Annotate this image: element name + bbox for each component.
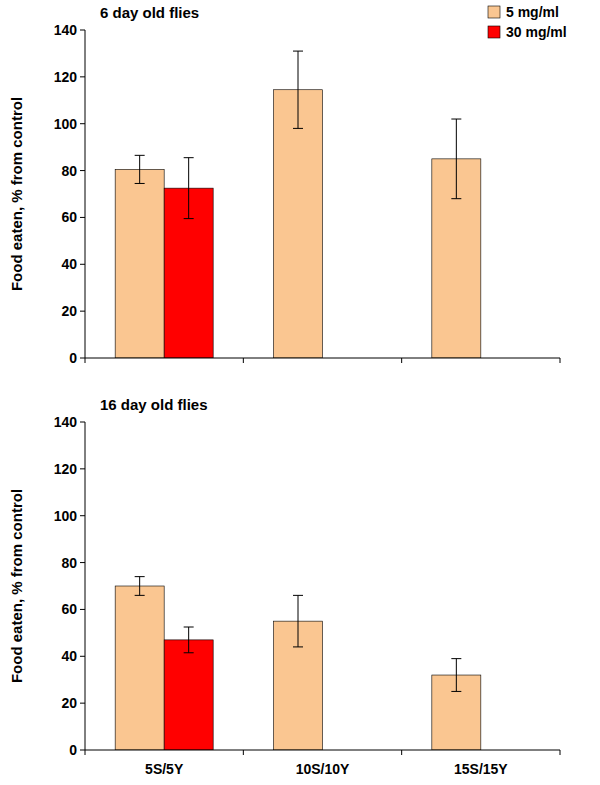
error-bar [135,155,145,183]
error-cap [293,595,303,596]
legend-label: 5 mg/ml [506,4,559,20]
error-stem [298,595,299,647]
error-cap [451,658,461,659]
y-tick [80,750,85,751]
error-bar [184,158,194,219]
bar [274,90,323,358]
error-cap [135,183,145,184]
legend-label: 30 mg/ml [506,24,567,40]
x-tick [85,750,86,755]
bar [115,586,164,750]
error-cap [184,218,194,219]
x-tick-label: 5S/5Y [145,761,184,777]
figure: 0 20 40 60 80 100 120 140 Food eaten, % from con… [0,0,600,785]
x-tick [243,750,244,755]
error-cap [135,576,145,577]
y-tick-label: 40 [61,648,77,664]
y-tick-label: 100 [54,508,78,524]
x-axis [85,750,560,751]
y-tick [80,170,85,171]
y-tick-label: 120 [54,69,78,85]
y-tick [80,30,85,31]
error-cap [184,627,194,628]
legend: 5 mg/ml 30 mg/ml [488,4,567,40]
bar [164,640,213,750]
x-tick [243,358,244,363]
y-tick [80,515,85,516]
error-cap [293,128,303,129]
y-tick [80,422,85,423]
x-tick [85,358,86,363]
chart-panel: 0 20 40 60 80 100 120 140 5S/5Y 10S/10Y 15S/15Y Foo… [8,396,560,777]
y-tick-label: 80 [61,163,77,179]
error-cap [184,157,194,158]
title: 16 day old flies [100,396,208,413]
error-stem [188,158,189,219]
y-tick [80,656,85,657]
error-bar [293,595,303,647]
y-tick-label: 0 [69,350,77,366]
legend-swatch [488,26,500,38]
y-tick [80,562,85,563]
x-tick [401,358,402,363]
y-tick-label: 80 [61,555,77,571]
bars [115,51,481,358]
y-axis-label: Food eaten, % from control [8,489,25,683]
error-cap [451,198,461,199]
error-bar [451,119,461,199]
y-tick [80,358,85,359]
y-tick [80,76,85,77]
y-tick-label: 120 [54,461,78,477]
error-cap [451,119,461,120]
y-tick-label: 20 [61,695,77,711]
y-tick-label: 60 [61,601,77,617]
y-tick [80,468,85,469]
x-tick-label: 10S/10Y [296,761,350,777]
error-stem [456,659,457,692]
error-cap [451,691,461,692]
y-tick-label: 140 [54,414,78,430]
y-axis [85,30,86,358]
error-cap [135,155,145,156]
error-bar [184,627,194,653]
error-cap [293,646,303,647]
y-tick-label: 100 [54,116,78,132]
title: 6 day old flies [100,4,199,21]
x-tick [560,358,561,363]
chart-panel: 0 20 40 60 80 100 120 140 Food eaten, % from con… [8,4,567,366]
y-tick-label: 0 [69,742,77,758]
y-axis [85,422,86,750]
y-tick-label: 140 [54,22,78,38]
legend-swatch [488,6,500,18]
bars [115,577,481,750]
error-stem [298,51,299,128]
y-tick-label: 60 [61,209,77,225]
x-axis [85,358,560,359]
x-tick [560,750,561,755]
x-tick [401,750,402,755]
y-tick [80,311,85,312]
error-cap [293,51,303,52]
error-stem [456,119,457,199]
y-tick [80,264,85,265]
y-tick [80,123,85,124]
y-tick [80,703,85,704]
y-tick [80,609,85,610]
error-bar [451,659,461,692]
error-stem [188,627,189,653]
y-tick [80,217,85,218]
error-cap [184,652,194,653]
bar [115,169,164,358]
y-axis-label: Food eaten, % from control [8,97,25,291]
error-stem [139,155,140,183]
error-bar [135,577,145,596]
error-cap [135,595,145,596]
x-tick-label: 15S/15Y [454,761,508,777]
error-stem [139,577,140,596]
y-tick-label: 40 [61,256,77,272]
y-tick-label: 20 [61,303,77,319]
error-bar [293,51,303,128]
